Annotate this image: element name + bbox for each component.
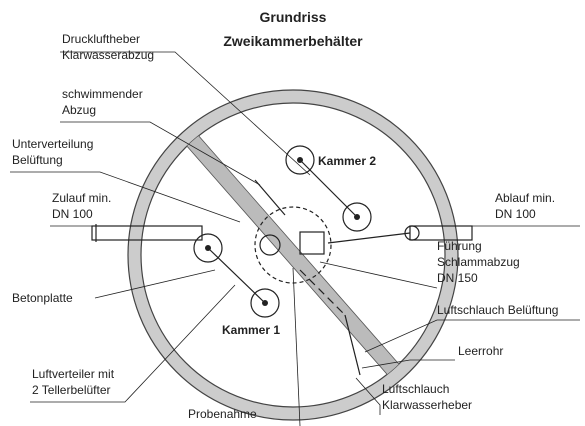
label: schwimmender — [62, 87, 143, 101]
label: DN 150 — [437, 271, 478, 285]
label: Belüftung — [12, 153, 63, 167]
label: Luftschlauch — [382, 382, 449, 396]
label: Zulauf min. — [52, 191, 111, 205]
label: Betonplatte — [12, 291, 73, 305]
label: Unterverteilung — [12, 137, 93, 151]
label: Probenahme — [188, 407, 257, 421]
tank — [91, 89, 473, 421]
label: DN 100 — [495, 207, 536, 221]
label: Führung — [437, 239, 482, 253]
leaders — [10, 51, 580, 426]
chamber-label: Kammer 1 — [222, 323, 280, 337]
label: Abzug — [62, 103, 96, 117]
chamber-label: Kammer 2 — [318, 154, 376, 168]
title: Zweikammerbehälter — [223, 33, 363, 49]
label: Leerrohr — [458, 344, 503, 358]
label: Druckluftheber — [62, 32, 140, 46]
title: Grundriss — [260, 9, 327, 25]
label: Schlammabzug — [437, 255, 520, 269]
label: DN 100 — [52, 207, 93, 221]
label: Klarwasserheber — [382, 398, 472, 412]
label: Ablauf min. — [495, 191, 555, 205]
label: 2 Tellerbelüfter — [32, 383, 111, 397]
label: Luftschlauch Belüftung — [437, 303, 558, 317]
label: Klarwasserabzug — [62, 48, 154, 62]
label: Luftverteiler mit — [32, 367, 115, 381]
